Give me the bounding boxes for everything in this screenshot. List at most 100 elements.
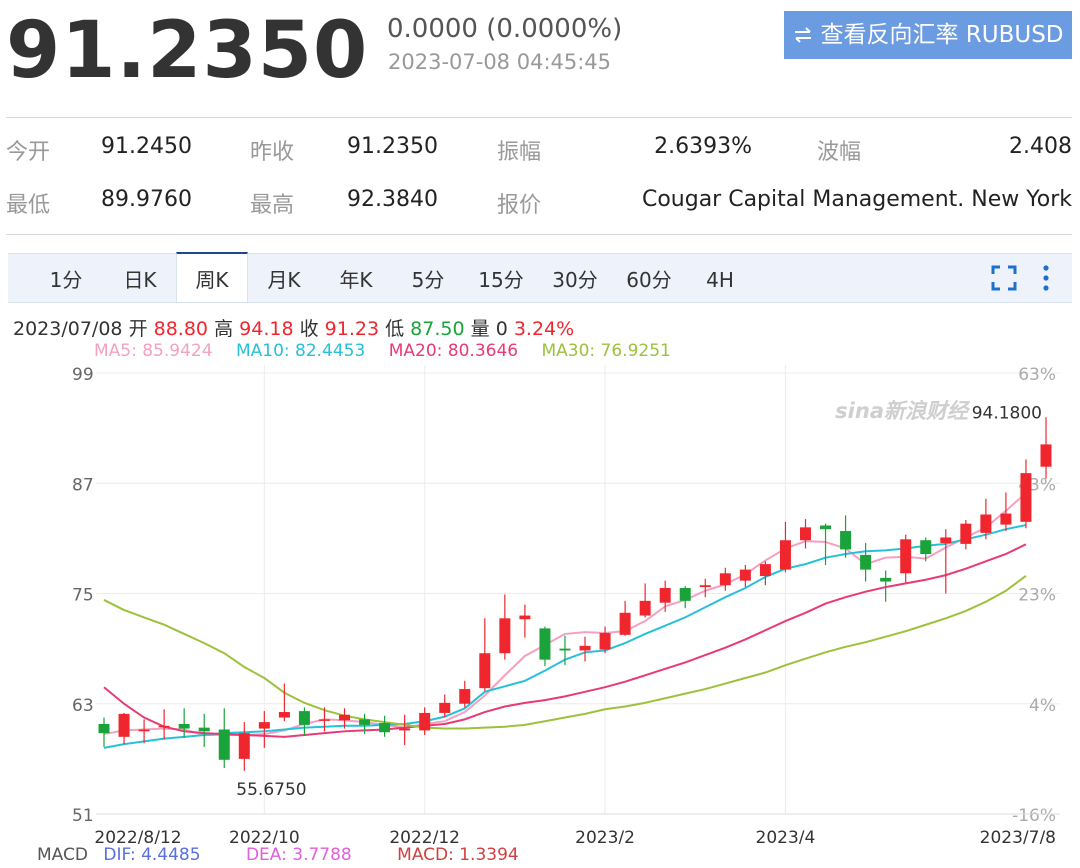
candle-body	[1040, 444, 1052, 467]
candle-body	[799, 527, 811, 541]
y-tick-label: 51	[72, 806, 94, 826]
price-change: 0.0000 (0.0000%)	[387, 14, 623, 44]
candle-body	[880, 577, 892, 582]
candle-body	[339, 714, 351, 721]
candle-body	[980, 514, 992, 533]
candle-body	[178, 723, 190, 729]
candle-body	[158, 725, 170, 728]
candle	[719, 567, 731, 591]
min-price-annotation: 55.6750	[236, 780, 306, 800]
more-menu-icon[interactable]	[1038, 262, 1054, 294]
x-tick-label: 2023/2	[575, 828, 635, 844]
candle	[379, 715, 391, 737]
candlestick-chart[interactable]: 99 63%87 43%75 23%63 4%51 -16%2022/8/12 2022/1…	[0, 360, 1080, 844]
ohlc-high: 94.18	[239, 318, 294, 340]
candle	[599, 626, 611, 654]
macd-title: MACD	[37, 845, 88, 865]
candle-body	[579, 645, 591, 651]
candle-body	[840, 531, 852, 550]
candle-body	[960, 523, 972, 544]
ohlc-close: 91.23	[324, 318, 380, 340]
ohlc-date: 2023/07/08	[13, 318, 123, 340]
ohlc-open-label: 开	[128, 318, 148, 340]
candle	[659, 580, 671, 612]
tab-15min[interactable]: 15分	[478, 268, 524, 292]
candle-body	[759, 564, 771, 577]
candle-body	[820, 525, 832, 530]
candle-body	[479, 653, 491, 689]
x-tick-label: 2022/8/12	[94, 828, 181, 844]
tab-60min[interactable]: 60分	[626, 268, 672, 292]
x-tick-label: 2022/12	[389, 828, 460, 844]
candle-body	[379, 723, 391, 733]
tab-weekly[interactable]: 周K	[176, 252, 248, 302]
macd-dif: DIF: 4.4485	[103, 845, 201, 865]
candle	[880, 570, 892, 602]
candle-body	[1020, 473, 1032, 522]
open-label: 今开	[6, 140, 51, 165]
candle-body	[699, 585, 711, 588]
candle-body	[719, 573, 731, 586]
candle-body	[559, 648, 571, 651]
candle	[900, 534, 912, 583]
candle-body	[599, 633, 611, 650]
ohlc-low-label: 低	[385, 318, 405, 340]
ma5-legend: MA5: 85.9424	[94, 341, 213, 361]
candle	[1020, 459, 1032, 529]
tab-daily[interactable]: 日K	[123, 268, 157, 292]
candle-body	[118, 713, 130, 737]
candle	[639, 583, 651, 618]
macd-value: MACD: 1.3394	[397, 845, 519, 865]
candle	[980, 498, 992, 540]
candle	[459, 680, 471, 708]
tab-yearly[interactable]: 年K	[339, 268, 373, 292]
ohlc-vol-label: 量	[470, 318, 490, 340]
tab-5min[interactable]: 5分	[411, 268, 445, 292]
tab-monthly[interactable]: 月K	[267, 268, 301, 292]
candle	[840, 515, 852, 558]
quote-source-label: 报价	[497, 193, 542, 218]
candle-body	[359, 719, 371, 725]
quote-source-value: Cougar Capital Management. New York	[641, 187, 1072, 212]
ohlc-high-label: 高	[214, 318, 234, 340]
candle-body	[499, 618, 511, 654]
ma10-legend: MA10: 82.4453	[235, 341, 366, 361]
reverse-rate-button[interactable]: 查看反向汇率 RUBUSD	[784, 11, 1072, 59]
ma30-legend: MA30: 76.9251	[541, 341, 671, 361]
candle	[399, 714, 411, 746]
candle-body	[519, 615, 531, 620]
fullscreen-icon[interactable]	[988, 262, 1020, 294]
candle	[499, 594, 511, 660]
candle-body	[198, 727, 210, 732]
candle	[960, 520, 972, 550]
high-label: 最高	[250, 193, 295, 218]
candle-body	[679, 587, 691, 601]
candle-body	[539, 628, 551, 660]
ma5-line	[103, 492, 1027, 736]
reverse-rate-label: 查看反向汇率 RUBUSD	[820, 22, 1064, 48]
pct-tick-label: 23%	[1018, 586, 1056, 606]
candle-body	[1000, 513, 1012, 525]
candle	[318, 707, 330, 732]
candle	[278, 683, 290, 722]
tab-4h[interactable]: 4H	[706, 268, 734, 292]
candle	[759, 561, 771, 586]
x-tick-label: 2022/10	[229, 828, 300, 844]
ohlc-vol: 0	[495, 318, 508, 340]
candle	[1000, 492, 1012, 532]
candle	[419, 707, 431, 735]
range-label: 波幅	[817, 140, 862, 165]
candle	[679, 586, 691, 609]
candle-body	[258, 722, 270, 729]
y-tick-label: 63	[72, 696, 94, 716]
candle	[940, 529, 952, 594]
tab-30min[interactable]: 30分	[552, 268, 598, 292]
period-tabs: 1分 日K 周K 月K 年K 5分 15分 30分 60分 4H	[8, 252, 1072, 303]
amplitude-value: 2.6393%	[654, 134, 752, 159]
prev-close-value: 91.2350	[347, 134, 438, 159]
y-tick-label: 99	[72, 365, 94, 385]
candle	[739, 565, 751, 588]
candle	[799, 519, 811, 549]
pct-tick-label: -16%	[1012, 806, 1056, 826]
tab-1min[interactable]: 1分	[49, 268, 83, 292]
